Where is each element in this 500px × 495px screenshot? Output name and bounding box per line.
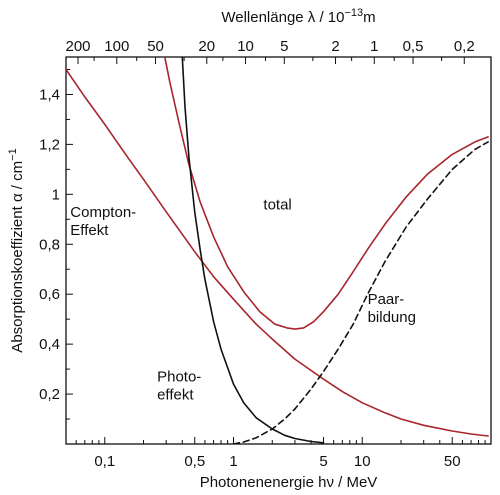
y-tick-label: 0,2 — [39, 386, 60, 403]
y-axis-label: Absorptionskoeffizient α / cm−1 — [7, 148, 26, 352]
x2-tick-label: 1 — [370, 38, 378, 55]
curves — [66, 45, 488, 445]
x2-tick-label: 20 — [198, 38, 215, 55]
x-tick-label: 0,5 — [184, 453, 205, 470]
y-tick-label: 1 — [52, 186, 60, 203]
annotation-photoeffekt: Photo-effekt — [157, 369, 201, 404]
y-tick-label: 0,6 — [39, 286, 60, 303]
x2-tick-label: 0,2 — [454, 38, 475, 55]
y-tick-label: 1,4 — [39, 86, 60, 103]
x2-tick-label: 50 — [147, 38, 164, 55]
y-axis-label-base: Absorptionskoeffizient α / cm — [9, 161, 26, 353]
x-tick-label: 5 — [319, 453, 327, 470]
plot-frame — [66, 57, 491, 444]
tick-labels: 0,1 0,5 1 5 10 50 0,2 0,4 0,6 0,8 1 1,2 1,4 200 100 50 2… — [39, 38, 475, 470]
y-tick-label: 0,4 — [39, 336, 60, 353]
x2-tick-label: 200 — [66, 38, 91, 55]
top-axis-label-exponent: −13 — [344, 7, 363, 19]
curve-total — [162, 45, 488, 330]
x-tick-label: 50 — [444, 453, 461, 470]
top-axis-label: Wellenlänge λ / 10−13m — [221, 7, 375, 26]
curve-photoeffekt — [182, 45, 324, 443]
top-axis-label-base: Wellenlänge λ / 10 — [221, 9, 344, 26]
x2-tick-label: 10 — [237, 38, 254, 55]
x2-tick-label: 0,5 — [403, 38, 424, 55]
x2-tick-label: 100 — [104, 38, 129, 55]
annotation-paarbildung: Paar-bildung — [368, 291, 416, 326]
x-tick-label: 0,1 — [94, 453, 115, 470]
curve-paarbildung — [234, 142, 489, 444]
annotation-comptoneffekt: Compton-Effekt — [70, 204, 136, 239]
x2-tick-label: 2 — [331, 38, 339, 55]
y-tick-label: 0,8 — [39, 236, 60, 253]
x2-tick-label: 5 — [280, 38, 288, 55]
annotation-total: total — [263, 196, 291, 213]
curve-compton-effekt — [66, 70, 488, 437]
top-axis-label-unit: m — [363, 9, 376, 26]
tick-marks — [66, 57, 491, 444]
y-axis-label-exponent: −1 — [7, 148, 19, 161]
x-tick-label: 10 — [354, 453, 371, 470]
x-axis-label: Photonenenergie hν / MeV — [200, 474, 378, 491]
y-tick-label: 1,2 — [39, 136, 60, 153]
x-tick-label: 1 — [229, 453, 237, 470]
